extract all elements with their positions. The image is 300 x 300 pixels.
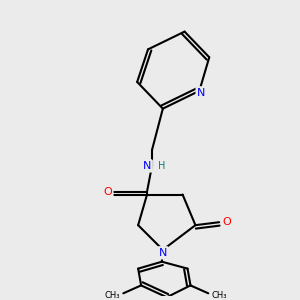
Text: O: O xyxy=(223,217,231,227)
Text: N: N xyxy=(143,161,151,171)
Text: O: O xyxy=(103,187,112,196)
Text: H: H xyxy=(158,161,166,171)
Text: CH₃: CH₃ xyxy=(105,291,120,300)
Text: N: N xyxy=(159,248,167,258)
Text: CH₃: CH₃ xyxy=(211,291,227,300)
Text: N: N xyxy=(197,88,206,98)
